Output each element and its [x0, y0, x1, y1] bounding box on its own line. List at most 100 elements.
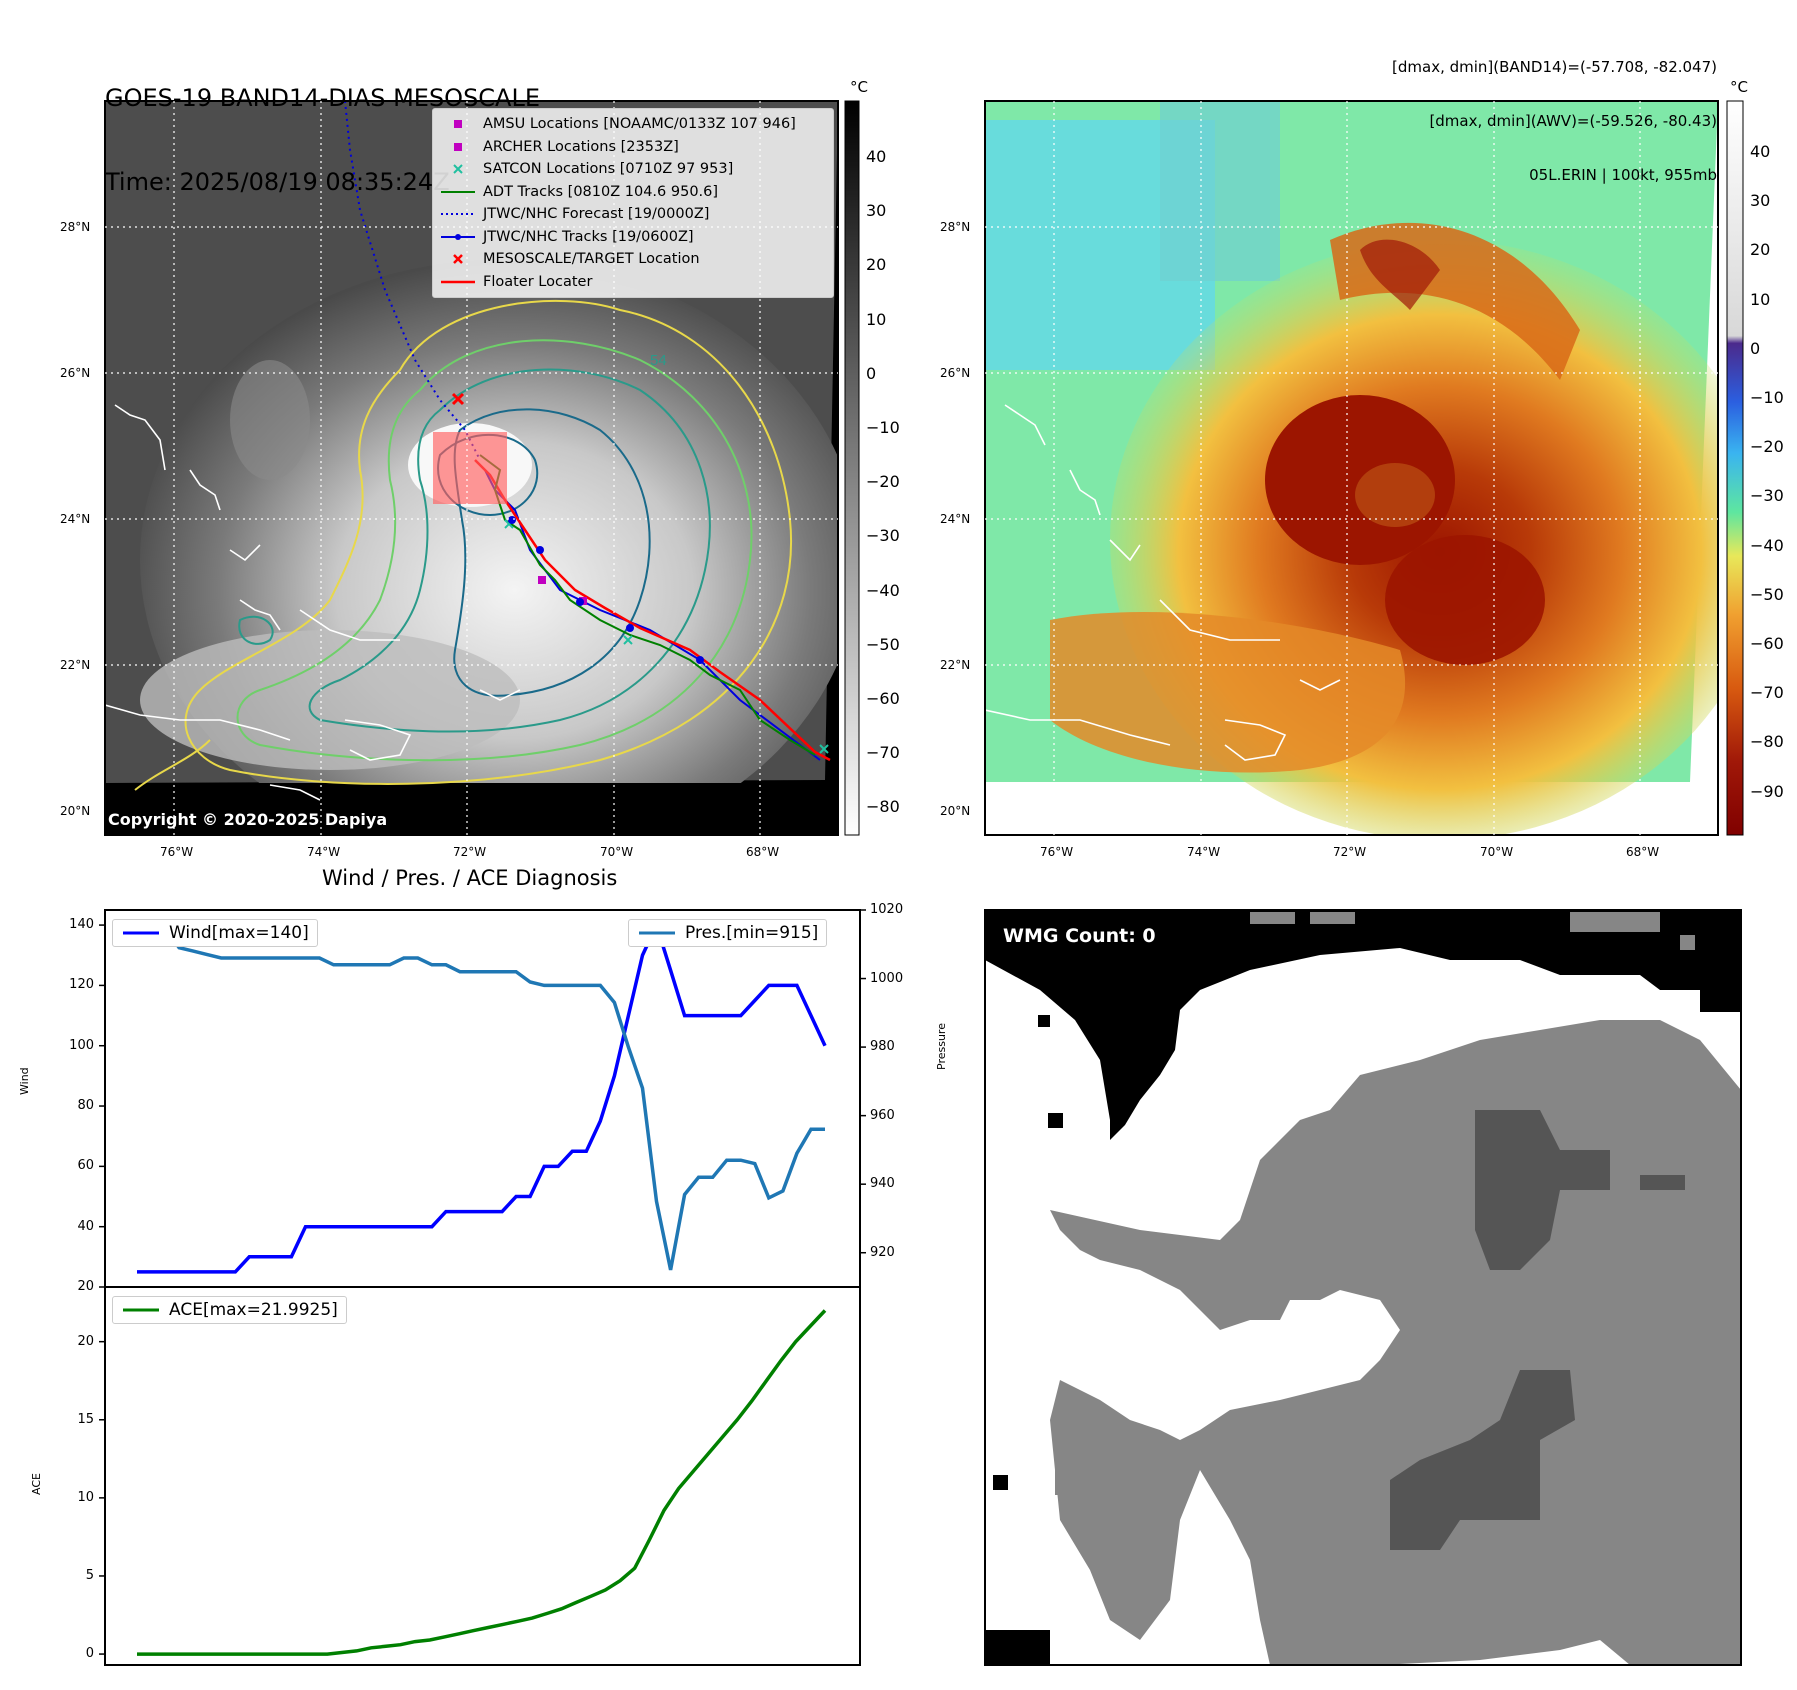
legend-item-amsu: AMSU Locations [NOAAMC/0133Z 107 946]: [439, 113, 825, 136]
copyright-notice: Copyright © 2020-2025 Dapiya: [108, 810, 388, 829]
grayscale-colorbar-tick: −30: [866, 526, 900, 546]
color-colorbar-unit: °C: [1730, 78, 1748, 96]
grayscale-colorbar-tick: 40: [866, 147, 887, 166]
diagnostic-info: [dmax, dmin](BAND14)=(-57.708, -82.047) …: [1392, 22, 1717, 202]
ace-ytick-label: 0: [85, 1646, 94, 1662]
pressure-ytick-label: 960: [870, 1107, 895, 1123]
lon-label-76-right: 76°W: [1040, 845, 1074, 859]
lat-label-24: 24°N: [60, 512, 91, 526]
grayscale-map-contours: [134, 299, 792, 791]
lon-label-68: 68°W: [746, 845, 780, 859]
title-line-1: GOES-19 BAND14-DIAS MESOSCALE: [105, 84, 541, 112]
color-colorbar: [1726, 100, 1744, 836]
wmg-frame: [984, 909, 1742, 1666]
grayscale-colorbar-tick: −60: [866, 689, 900, 708]
lat-label-24-right: 24°N: [940, 512, 971, 526]
lat-label-22: 22°N: [60, 658, 91, 672]
grayscale-colorbar-tick: −50: [866, 634, 900, 654]
legend-item-mesoscale: MESOSCALE/TARGET Location: [439, 248, 825, 271]
pressure-ytick-label: 940: [870, 1176, 895, 1192]
grayscale-colorbar-tick: 10: [866, 309, 887, 329]
pressure-ytick-label: 1000: [870, 970, 904, 986]
color-colorbar-tick: −20: [1750, 437, 1784, 457]
wind-axis-label: Wind: [18, 1067, 31, 1095]
wind-ytick-label: 80: [77, 1098, 94, 1114]
color-colorbar-tick: −70: [1750, 683, 1784, 703]
lon-label-72-right: 72°W: [1333, 845, 1367, 859]
color-colorbar-tick: 20: [1750, 240, 1771, 260]
pressure-ytick-label: 1020: [870, 902, 904, 917]
color-colorbar-tick: −50: [1750, 584, 1784, 604]
info-line-2: [dmax, dmin](AWV)=(-59.526, -80.43): [1429, 112, 1717, 130]
ace-axes-frame: [104, 1286, 861, 1666]
pressure-axis-label: Pressure: [935, 1023, 948, 1070]
legend-item-floater: Floater Locater: [441, 273, 593, 290]
wind-legend: Wind[max=140]: [112, 919, 318, 947]
color-colorbar-tick: 40: [1750, 142, 1771, 161]
map-legend: AMSU Locations [NOAAMC/0133Z 107 946] AR…: [432, 108, 834, 298]
lon-label-74: 74°W: [307, 845, 341, 859]
wmg-count-label: WMG Count: 0: [1003, 925, 1156, 947]
wmg-panel: [985, 910, 1741, 1665]
ace-chart: [99, 1309, 827, 1656]
lon-label-74-right: 74°W: [1187, 845, 1221, 859]
ace-axis-label: ACE: [30, 1473, 43, 1495]
ace-series-line: [137, 1309, 827, 1656]
title-line-2: Time: 2025/08/19 08:35:24Z: [105, 168, 450, 196]
lat-label-20: 20°N: [60, 804, 91, 818]
info-line-3: 05L.ERIN | 100kt, 955mb: [1529, 166, 1717, 184]
wind-ytick-label: 120: [69, 977, 94, 993]
info-line-1: [dmax, dmin](BAND14)=(-57.708, -82.047): [1392, 58, 1717, 76]
archer-location-marker: [538, 576, 546, 584]
legend-item-satcon: SATCON Locations [0710Z 97 953]: [439, 158, 825, 181]
ace-ytick-label: 10: [77, 1489, 94, 1505]
color-colorbar-tick: −80: [1750, 732, 1784, 752]
contour-label-54: 54: [650, 352, 667, 369]
ace-legend: ACE[max=21.9925]: [112, 1296, 347, 1324]
color-colorbar-tick: −10: [1750, 388, 1784, 407]
page-title: GOES-19 BAND14-DIAS MESOSCALE Time: 2025…: [105, 28, 540, 224]
pressure-series-line: [137, 925, 825, 1271]
pressure-ytick-label: 980: [870, 1039, 895, 1055]
grayscale-colorbar-tick: −40: [866, 580, 900, 600]
grayscale-colorbar-tick: −10: [866, 418, 900, 437]
wind-pressure-chart: [99, 909, 866, 1288]
color-colorbar-tick: 30: [1750, 191, 1771, 211]
grayscale-map-frame: [104, 100, 839, 836]
lat-label-28-right: 28°N: [940, 220, 971, 234]
legend-item-jtwc-tracks: JTWC/NHC Tracks [19/0600Z]: [439, 226, 825, 249]
grayscale-colorbar-tick: 0: [866, 363, 877, 383]
lon-label-68-right: 68°W: [1626, 845, 1660, 859]
legend-item-archer: ARCHER Locations [2353Z]: [439, 136, 825, 159]
ace-ytick-label: 20: [77, 1333, 94, 1349]
color-colorbar-tick: −30: [1750, 486, 1784, 506]
legend-item-jtwc-forecast: JTWC/NHC Forecast [19/0000Z]: [441, 206, 710, 222]
grayscale-colorbar-tick: 20: [866, 255, 887, 275]
lon-label-70: 70°W: [600, 845, 634, 859]
grayscale-colorbar-tick: −80: [866, 797, 900, 817]
lon-label-70-right: 70°W: [1480, 845, 1514, 859]
grayscale-map-markers: [451, 392, 829, 754]
jtwc-track-points: [508, 516, 704, 664]
mesoscale-target-marker: [451, 392, 465, 406]
grayscale-map-coastlines: [105, 404, 521, 801]
grayscale-colorbar-unit: °C: [850, 78, 868, 96]
color-colorbar-tick: −60: [1750, 634, 1784, 653]
grayscale-colorbar-tick: −70: [866, 743, 900, 763]
grayscale-colorbar: [844, 100, 860, 836]
pressure-ytick-label: 920: [870, 1244, 895, 1260]
grayscale-colorbar-tick: −20: [866, 472, 900, 492]
diagnosis-chart-title: Wind / Pres. / ACE Diagnosis: [322, 866, 618, 890]
lat-label-22-right: 22°N: [940, 658, 971, 672]
color-colorbar-tick: 0: [1750, 338, 1761, 358]
color-map-frame: [984, 100, 1719, 836]
grayscale-map-tracks: [344, 101, 831, 762]
lon-label-76: 76°W: [160, 845, 194, 859]
lat-label-26: 26°N: [60, 366, 91, 380]
ace-ytick-label: 15: [77, 1411, 94, 1427]
lat-label-28: 28°N: [60, 220, 91, 234]
grayscale-colorbar-tick: 30: [866, 201, 887, 221]
color-colorbar-tick: −90: [1750, 781, 1784, 801]
lat-label-26-right: 26°N: [940, 366, 971, 380]
